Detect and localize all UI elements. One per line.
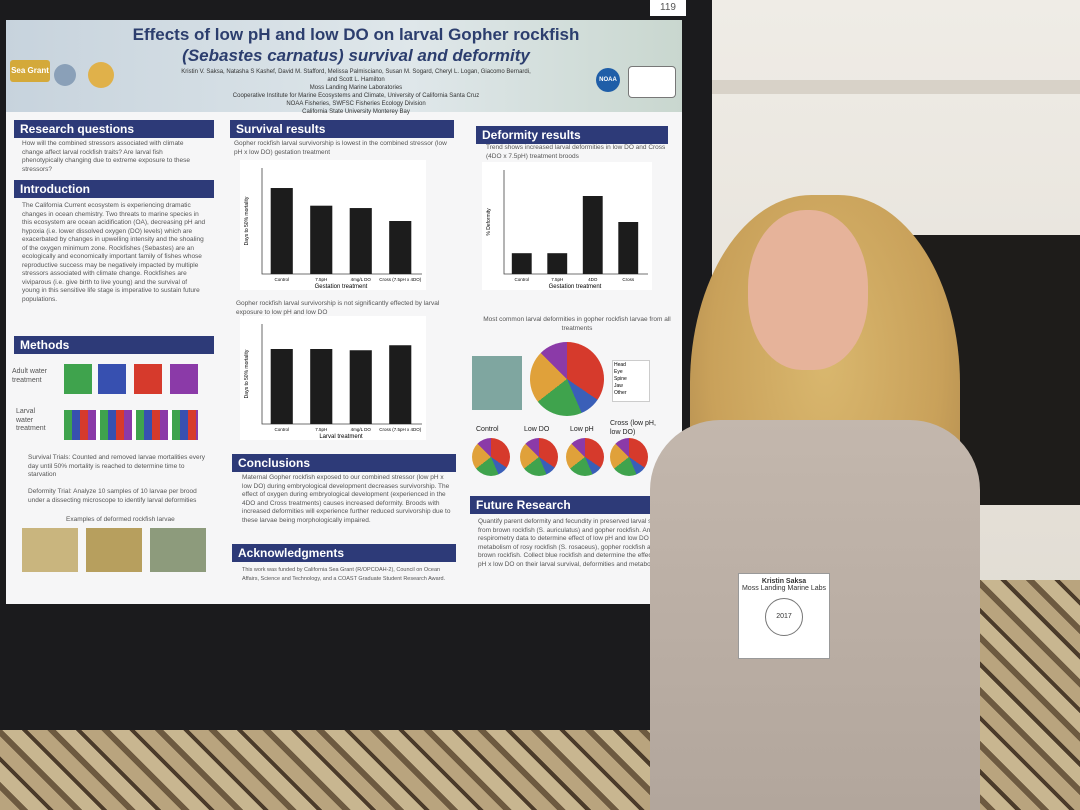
board-number-placard: 119 [650, 0, 686, 16]
low-do-treatment-box [98, 364, 126, 394]
low-ph-pie [566, 438, 604, 476]
cross-treatment-box [170, 364, 198, 394]
chart-bar [582, 196, 603, 274]
survival-results-heading: Survival results [230, 120, 454, 138]
chart-tick-label: 7.5pH [315, 277, 327, 282]
chart-tick-label: 4mg/L DO [351, 277, 372, 282]
deformity-chart: Control 7.5pH 4DO Cross Gestation treatment%… [482, 162, 652, 290]
chart-tick-label: 4DO [588, 277, 598, 282]
adult-treatment-label: Adult water treatment [12, 368, 48, 384]
chart-bar [349, 350, 372, 424]
conclusions-text: Maternal Gopher rockfish exposed to our … [242, 474, 451, 524]
pie-label-low-ph: Low pH [570, 426, 594, 433]
larva-photo-2 [86, 528, 142, 572]
deformity-results-heading: Deformity results [476, 126, 668, 144]
larva-photo-1 [22, 528, 78, 572]
survival-trial-text: Survival Trials: Counted and removed lar… [28, 454, 206, 478]
survival-chart2-caption: Gopher rockfish larval survivorship is n… [236, 300, 440, 316]
research-poster: Sea Grant Effects of low pH and low DO o… [6, 20, 682, 604]
research-questions-text: How will the combined stressors associat… [22, 140, 191, 173]
pie-label-control: Control [476, 426, 499, 433]
survival-chart-larval: Control 7.5pH 4mg/L DO Cross (7.5pH x 4DO) L… [240, 316, 426, 440]
poster-header: Sea Grant Effects of low pH and low DO o… [6, 20, 682, 115]
university-seal-logo [54, 64, 76, 86]
chart-tick-label: 7.5pH [315, 427, 327, 432]
conclusions-heading: Conclusions [232, 454, 456, 472]
future-research-heading: Future Research [470, 496, 666, 514]
chart-bar [310, 205, 333, 274]
sea-grant-logo: Sea Grant [10, 60, 50, 82]
low-ph-treatment-box [134, 364, 162, 394]
chart-bar [270, 349, 293, 424]
survival-chart-gestation: Control 7.5pH 4mg/L DO Cross (7.5pH x 4DO) G… [240, 160, 426, 290]
research-questions-heading: Research questions [14, 120, 214, 138]
introduction-text: The California Current ecosystem is expe… [22, 202, 206, 303]
control-pie [472, 438, 510, 476]
partner-logo [88, 62, 114, 88]
chart-ylabel: % Deformity [486, 208, 492, 236]
pie-legend: Head Eye Spine Jaw Other [612, 360, 650, 402]
methods-heading: Methods [14, 336, 214, 354]
introduction-heading: Introduction [14, 180, 214, 198]
chart-bar [270, 188, 293, 274]
chart-tick-label: Cross (7.5pH x 4DO) [379, 427, 422, 432]
chart-bar [618, 222, 639, 274]
mlml-logo [628, 66, 676, 98]
chart-xlabel: Gestation treatment [549, 284, 602, 290]
deformity-chart-caption: Trend shows increased larval deformities… [486, 144, 666, 160]
chart-tick-label: Cross [622, 277, 635, 282]
chart-tick-label: 4mg/L DO [351, 427, 372, 432]
larva-diagram-photo [472, 356, 522, 410]
control-treatment-box [64, 364, 92, 394]
larva-photo-3 [150, 528, 206, 572]
larval-treatment-label: Larval water treatment [16, 408, 46, 432]
acknowledgments-text: This work was funded by California Sea G… [242, 567, 446, 582]
chart-tick-label: Control [514, 277, 529, 282]
presenter-face [748, 210, 868, 370]
wall-trim [700, 80, 1080, 94]
poster-board: 119 Sea Grant Effects of low pH and low … [0, 0, 712, 730]
chart-tick-label: Cross (7.5pH x 4DO) [379, 277, 422, 282]
name-badge: Kristin Saksa Moss Landing Marine Labs 2… [738, 573, 830, 659]
chart-xlabel: Larval treatment [319, 434, 363, 440]
low-do-pie [520, 438, 558, 476]
larval-treatment-grid [64, 410, 198, 440]
pie-label-cross: Cross (low pH, low DO) [610, 420, 656, 436]
chart-bar [389, 345, 412, 424]
chart-tick-label: 7.5pH [551, 277, 563, 282]
cross-pie [610, 438, 648, 476]
chart-xlabel: Gestation treatment [315, 284, 368, 290]
chart-tick-label: Control [274, 277, 289, 282]
poster-authors: Kristin V. Saksa, Natasha S Kashef, Davi… [181, 69, 531, 115]
chart-tick-label: Control [274, 427, 289, 432]
deformity-trial-text: Deformity Trial: Analyze 10 samples of 1… [28, 488, 197, 504]
noaa-logo: NOAA [596, 68, 620, 92]
survival-chart1-caption: Gopher rockfish larval survivorship is l… [234, 140, 447, 156]
future-research-text: Quantify parent deformity and fecundity … [478, 518, 673, 568]
chart-bar [389, 221, 412, 274]
chart-bar [547, 253, 568, 274]
chart-ylabel: Days to 50% mortality [244, 196, 250, 245]
chart-bar [349, 208, 372, 274]
chart-bar [310, 349, 333, 424]
poster-title: Effects of low pH and low DO on larval G… [132, 25, 580, 65]
pie-label-low-do: Low DO [524, 426, 550, 433]
chart-ylabel: Days to 50% mortality [244, 349, 250, 398]
pie-caption: Most common larval deformities in gopher… [483, 316, 671, 332]
chart-bar [511, 253, 532, 274]
deformity-pie-chart [530, 342, 604, 416]
acknowledgments-heading: Acknowledgments [232, 544, 456, 562]
examples-caption: Examples of deformed rockfish larvae [66, 516, 175, 523]
